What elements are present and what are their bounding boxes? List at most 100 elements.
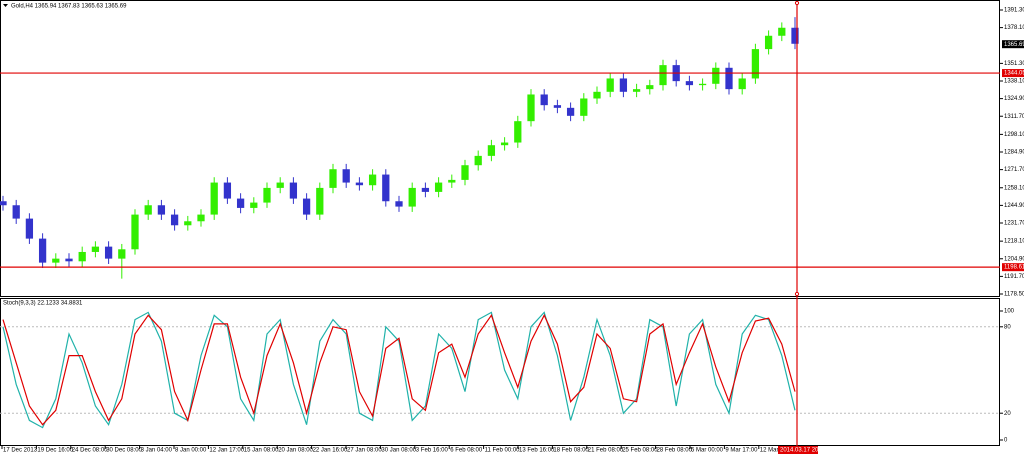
cursor-handle [794,0,800,6]
y-tick-label: 1204.90 [1004,256,1024,262]
candle-body [52,258,60,263]
candle-body [751,49,760,79]
y-tick-label: 1244.90 [1004,203,1024,209]
candle-body [250,202,258,208]
y-tick-label: 1231.70 [1004,221,1024,227]
y-tick-label: 1391.30 [1004,8,1024,14]
candle-body [593,91,601,99]
candle-body [791,27,799,44]
x-tick-label: 25 Feb 08:00 [622,448,658,454]
hline-label: 1198.61 [1004,265,1024,271]
candle-body [197,214,205,222]
candle-body [316,187,324,215]
candle-body [368,174,377,186]
hline-label: 1344.05 [1004,71,1024,77]
candle-body [276,182,284,188]
hline-label-box [1002,69,1024,78]
y-tick-label: 1178.50 [1004,292,1024,298]
candle-body [698,83,707,86]
candle-body [118,249,126,259]
candle-body [289,182,298,199]
y-tick-label: 1218.10 [1004,239,1024,245]
candle-body [527,94,535,122]
candle-body [448,179,456,183]
y-tick-label: 20 [1004,411,1011,417]
x-tick-label: 20 Jan 08:00 [278,448,313,454]
candle-body [38,238,47,263]
x-tick-label: 22 Jan 16:00 [313,448,348,454]
y-tick-label: 1351.30 [1004,61,1024,67]
stoch-title: Stoch(9,3,3) 22.1233 34.8831 [3,301,83,307]
stoch-panel-border [0,298,1000,446]
x-tick-label: 30 Jan 08:00 [381,448,416,454]
x-tick-label: 13 Feb 16:00 [519,448,555,454]
cursor-label: 2014.03.17 20:00 [780,448,827,454]
y-tick-label: 1258.10 [1004,185,1024,191]
candle-body [540,94,548,106]
candle-body [65,258,73,262]
candle-body [514,121,522,143]
candle-body [210,182,218,215]
x-tick-label: 15 Jan 08:00 [244,448,279,454]
x-tick-label: 9 Mar 17:00 [725,448,758,454]
candle-body [580,98,588,116]
y-tick-label: 1311.70 [1004,114,1024,120]
candle-body [382,174,390,202]
x-tick-label: 30 Dec 08:00 [106,448,142,454]
candle-body [78,251,86,262]
candle-body [104,246,113,259]
candle-body [738,78,746,90]
candle-body [421,187,430,192]
candle-body [184,221,192,226]
cursor-handle [794,291,800,297]
y-tick-label: 0 [1004,438,1008,444]
candle-body [144,205,152,215]
candle-body [355,182,364,186]
x-tick-label: 18 Feb 08:00 [553,448,589,454]
x-tick-label: 21 Feb 08:00 [588,448,624,454]
candle-body [461,165,469,180]
candle-body [302,198,311,215]
candle-body [131,214,139,250]
hline-label-box [1002,263,1024,272]
candle-body [12,205,20,219]
y-tick-label: 80 [1004,324,1011,330]
candle-body [500,142,509,146]
y-tick-label: 1298.10 [1004,132,1024,138]
y-tick-label: 1271.70 [1004,167,1024,173]
candle-body [764,35,773,50]
candle-body [408,187,416,207]
candle-body [91,246,100,252]
x-tick-label: 11 Feb 00:00 [485,448,521,454]
candle-body [725,67,733,90]
stoch-line [2,313,796,426]
candle-body [25,218,34,239]
x-tick-label: 3 Jan 04:00 [141,448,173,454]
candle-body [566,107,575,116]
x-tick-label: 12 Mar 08:00 [760,448,796,454]
y-tick-label: 1284.90 [1004,150,1024,156]
y-tick-label: 1338.10 [1004,79,1024,85]
candle-body [236,198,245,208]
candle-body [646,85,654,90]
candle-body [487,145,496,156]
candle-body [632,89,641,92]
candle-body [157,205,166,215]
current-price-label: 1365.69 [1004,42,1024,48]
candle-body [329,169,337,188]
candle-body [342,169,350,183]
candle-body [606,78,614,92]
x-tick-label: 3 Feb 16:00 [416,448,449,454]
x-tick-label: 8 Jan 00:00 [175,448,207,454]
candle-body [619,78,628,92]
y-tick-label: 1378.10 [1004,25,1024,31]
x-tick-label: 5 Mar 00:00 [691,448,724,454]
menu-arrow[interactable] [3,4,8,7]
x-tick-label: 17 Dec 2013 [3,448,38,454]
candle-body [170,214,179,226]
x-tick-label: 19 Dec 16:00 [37,448,73,454]
x-tick-label: 12 Jan 17:00 [209,448,244,454]
stoch-line [2,311,796,429]
y-tick-label: 100 [1004,309,1015,315]
